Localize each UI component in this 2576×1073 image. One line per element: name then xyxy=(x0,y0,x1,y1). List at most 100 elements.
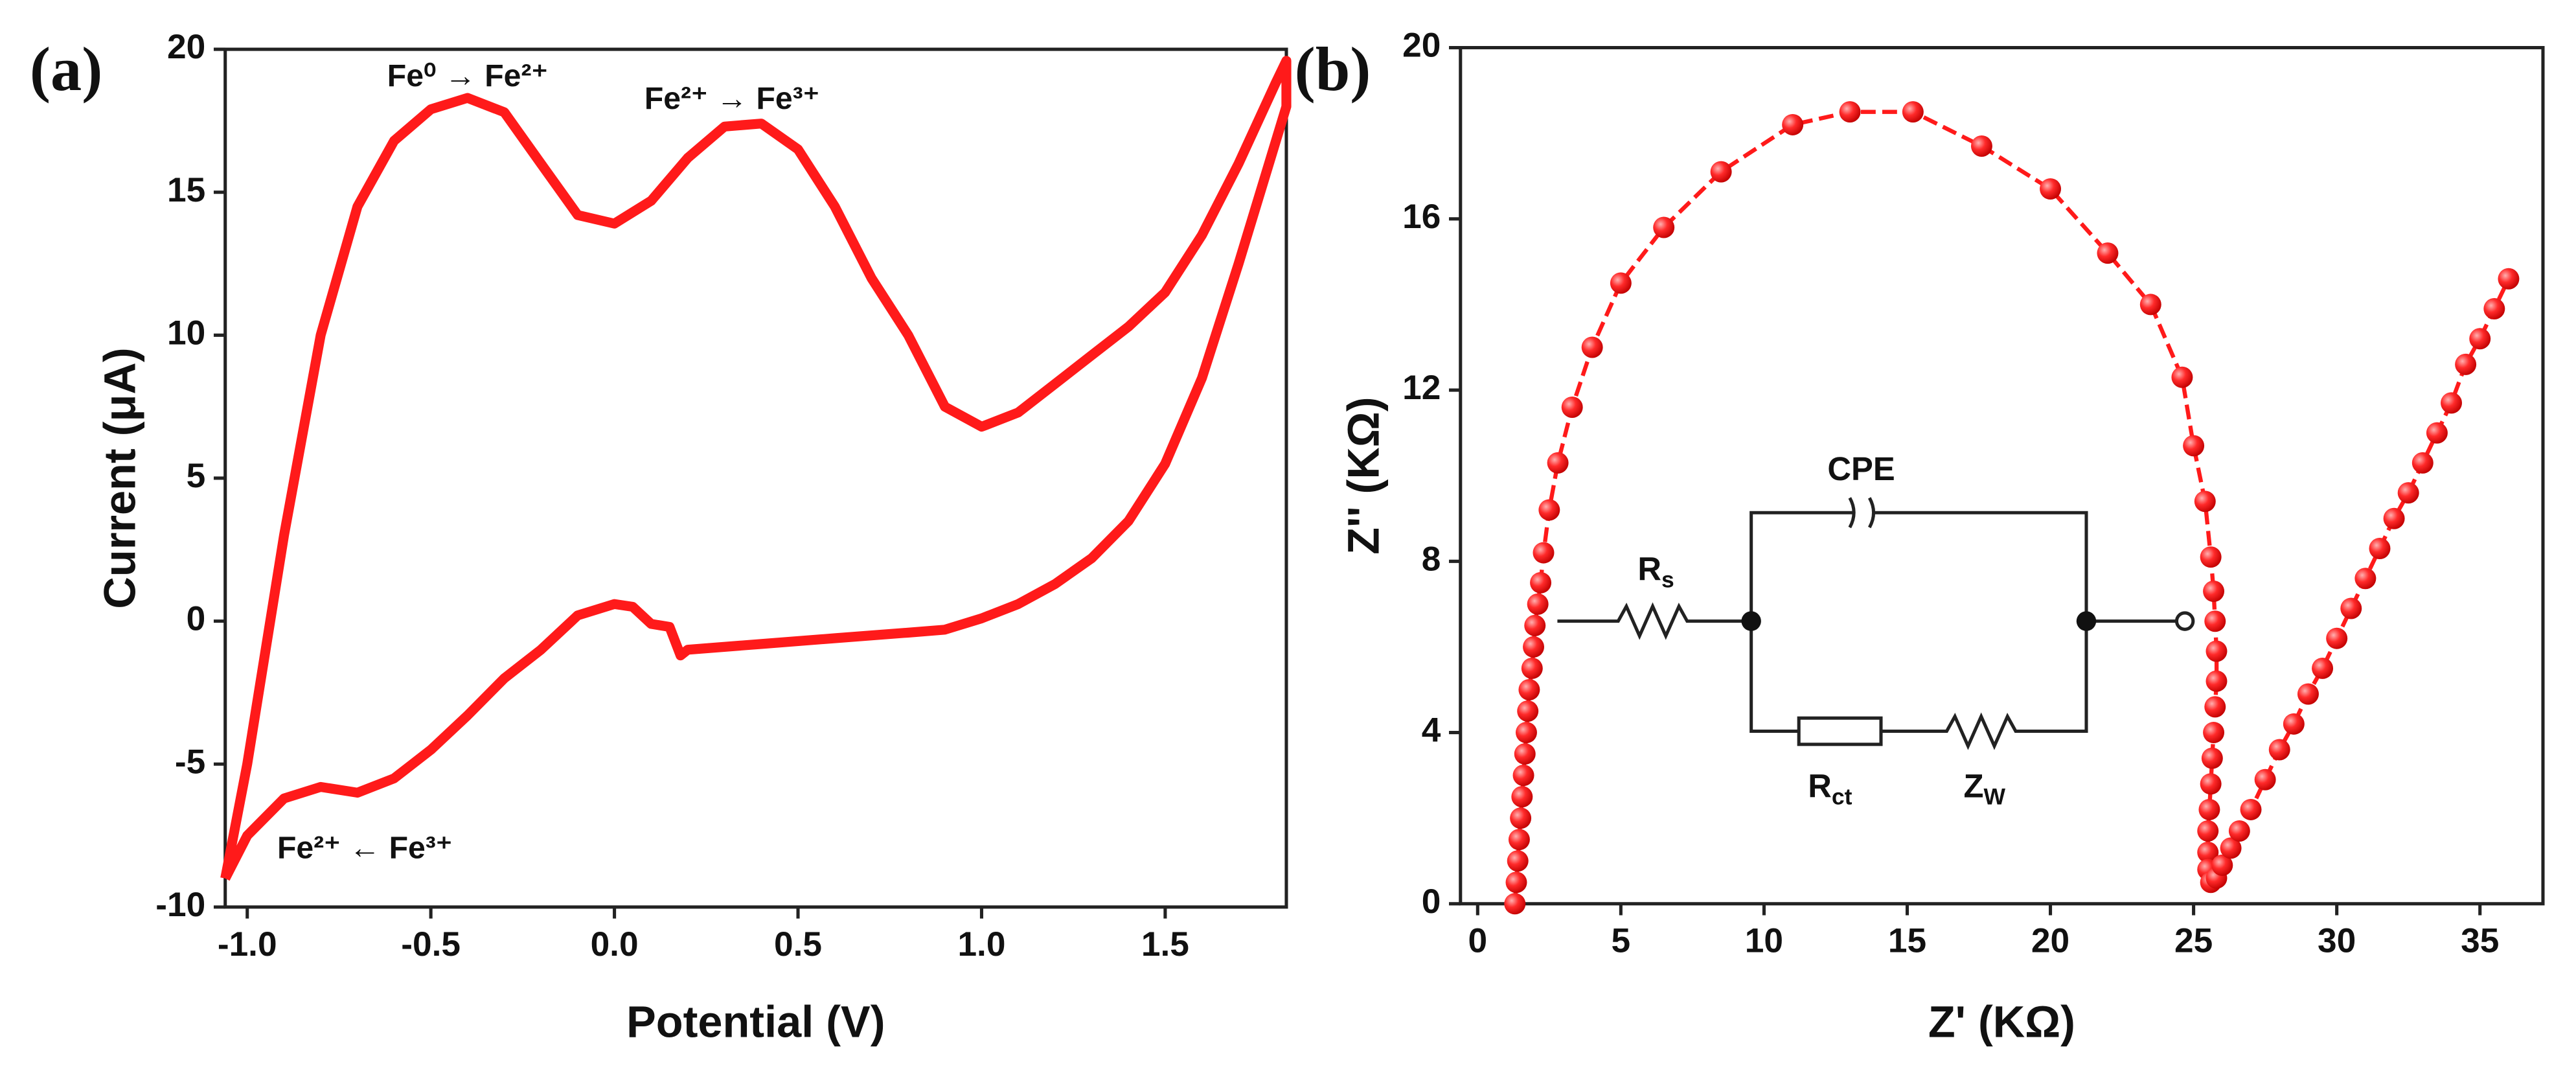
data-point xyxy=(2183,435,2205,457)
y-tick-label: 5 xyxy=(187,457,206,495)
data-point xyxy=(1514,743,1536,765)
panel-label: (a) xyxy=(30,34,102,104)
y-tick-label: 8 xyxy=(1422,540,1441,578)
data-point xyxy=(2354,568,2377,590)
x-tick-label: 35 xyxy=(2461,922,2499,960)
data-point xyxy=(1507,850,1529,872)
data-point xyxy=(2139,294,2161,316)
y-tick-label: -5 xyxy=(175,743,205,781)
y-axis-label: Z'' (KΩ) xyxy=(1338,397,1388,554)
circuit-label: CPE xyxy=(1827,450,1895,487)
data-point xyxy=(2228,820,2250,842)
x-tick-label: 5 xyxy=(1612,922,1631,960)
circuit-label: ZW xyxy=(1964,768,2006,810)
data-point xyxy=(1510,807,1532,829)
x-tick-label: -1.0 xyxy=(218,925,277,963)
x-tick-label: 0.5 xyxy=(774,925,822,963)
annotation: Fe⁰ → Fe²⁺ xyxy=(387,58,548,93)
data-point xyxy=(2203,722,2225,744)
data-point xyxy=(1782,113,1804,135)
x-tick-label: 1.0 xyxy=(957,925,1005,963)
data-point xyxy=(2200,773,2222,795)
data-point xyxy=(2171,366,2193,388)
data-point xyxy=(1524,614,1546,636)
x-axis-label: Z' (KΩ) xyxy=(1928,997,2075,1047)
data-point xyxy=(1512,765,1534,787)
data-point xyxy=(1561,396,1583,418)
data-point xyxy=(2326,627,2348,649)
data-point xyxy=(2040,178,2062,200)
annotation: Fe²⁺ ← Fe³⁺ xyxy=(277,830,452,865)
circuit-label-text: R xyxy=(1637,551,1661,588)
data-point xyxy=(1538,499,1560,521)
y-tick-label: 15 xyxy=(167,171,205,209)
circuit-label-sub: s xyxy=(1661,567,1674,593)
data-point xyxy=(2369,537,2391,559)
data-point xyxy=(2498,268,2520,290)
data-point xyxy=(2220,837,2242,859)
y-tick-label: 12 xyxy=(1402,369,1441,407)
data-point xyxy=(2483,298,2505,320)
node xyxy=(2076,611,2097,631)
x-tick-label: 30 xyxy=(2318,922,2356,960)
x-tick-label: 25 xyxy=(2174,922,2213,960)
data-point xyxy=(2197,842,2219,864)
data-point xyxy=(1902,101,1924,123)
data-point xyxy=(1523,636,1545,658)
data-point xyxy=(2240,798,2262,820)
x-tick-label: 0.0 xyxy=(591,925,639,963)
data-point xyxy=(2441,392,2462,414)
y-tick-label: 20 xyxy=(167,28,205,66)
y-tick-label: -10 xyxy=(155,886,205,924)
data-point xyxy=(2201,747,2223,769)
data-point xyxy=(2312,657,2334,679)
data-point xyxy=(1533,542,1555,564)
circuit-label: Rct xyxy=(1808,768,1852,810)
x-tick-label: 15 xyxy=(1888,922,1926,960)
y-tick-label: 4 xyxy=(1422,711,1441,750)
data-point xyxy=(2426,422,2448,444)
circuit-label-text: Z xyxy=(1964,768,1984,805)
data-point xyxy=(2397,482,2419,504)
y-axis-label: Current (μA) xyxy=(95,347,145,608)
data-point xyxy=(1530,571,1552,594)
circuit-label-sub: ct xyxy=(1832,784,1852,810)
data-point xyxy=(2206,640,2228,662)
cpe-symbol xyxy=(1848,497,1876,529)
data-point xyxy=(1653,216,1675,238)
panel-label: (b) xyxy=(1295,34,1371,104)
data-point xyxy=(2097,242,2119,264)
data-point xyxy=(2383,507,2405,529)
y-tick-label: 20 xyxy=(1402,27,1441,65)
data-point xyxy=(1581,336,1603,358)
circuit-label-text: CPE xyxy=(1827,450,1895,487)
cv-curve xyxy=(220,56,1292,881)
data-point xyxy=(2211,854,2233,876)
node xyxy=(1741,611,1761,631)
circuit-label-text: R xyxy=(1808,768,1832,805)
data-point xyxy=(1527,593,1549,615)
circuit xyxy=(1557,497,2195,750)
y-tick-label: 0 xyxy=(187,600,206,638)
data-point xyxy=(2469,328,2491,350)
data-point xyxy=(2297,683,2319,705)
x-tick-label: 10 xyxy=(1745,922,1783,960)
data-point xyxy=(1504,893,1526,915)
circuit-wire xyxy=(1557,511,2177,750)
data-point xyxy=(1547,452,1569,474)
data-point xyxy=(1518,678,1540,700)
data-point xyxy=(2340,597,2362,619)
x-tick-label: 1.5 xyxy=(1141,925,1189,963)
data-point xyxy=(2455,353,2477,375)
x-tick-label: 0 xyxy=(1468,922,1487,960)
data-point xyxy=(2283,713,2305,735)
data-point xyxy=(1610,272,1632,294)
plot-frame xyxy=(1459,46,2545,906)
data-point xyxy=(2200,546,2222,568)
y-tick-label: 16 xyxy=(1402,198,1441,236)
data-point xyxy=(2204,696,2226,718)
data-point xyxy=(2203,581,2225,603)
data-point xyxy=(2194,490,2216,513)
